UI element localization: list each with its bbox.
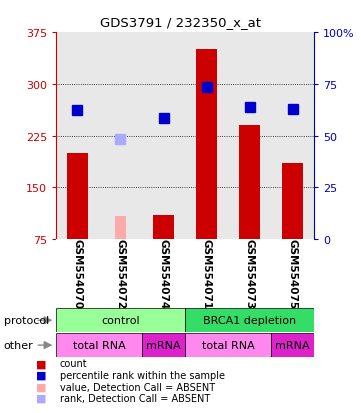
Text: ■: ■ [36,382,47,392]
Text: GDS3791 / 232350_x_at: GDS3791 / 232350_x_at [100,16,261,28]
Text: total RNA: total RNA [202,340,255,350]
Text: GSM554072: GSM554072 [116,239,126,309]
Bar [67,154,88,240]
Bar [56,333,142,357]
Text: mRNA: mRNA [146,340,181,350]
Text: GSM554071: GSM554071 [201,239,212,309]
Text: protocol: protocol [4,316,49,325]
Bar [153,216,174,240]
Bar [115,217,126,240]
Bar [185,309,314,332]
Text: ■: ■ [36,358,47,368]
Text: ■: ■ [36,370,47,380]
Text: other: other [4,340,33,350]
Bar [196,50,217,240]
Text: GSM554070: GSM554070 [73,239,82,309]
Text: percentile rank within the sample: percentile rank within the sample [60,370,225,380]
Bar [239,126,260,240]
Text: GSM554073: GSM554073 [244,239,255,309]
Text: rank, Detection Call = ABSENT: rank, Detection Call = ABSENT [60,393,210,403]
Bar [56,309,185,332]
Text: count: count [60,358,87,368]
Text: value, Detection Call = ABSENT: value, Detection Call = ABSENT [60,382,215,392]
Bar [142,333,185,357]
Text: mRNA: mRNA [275,340,310,350]
Text: BRCA1 depletion: BRCA1 depletion [203,316,296,325]
Text: GSM554075: GSM554075 [288,239,297,309]
Bar [185,333,271,357]
Text: total RNA: total RNA [73,340,125,350]
Bar [271,333,314,357]
Text: ■: ■ [36,393,47,403]
Text: GSM554074: GSM554074 [158,239,169,309]
Text: control: control [101,316,140,325]
Bar [282,164,303,240]
